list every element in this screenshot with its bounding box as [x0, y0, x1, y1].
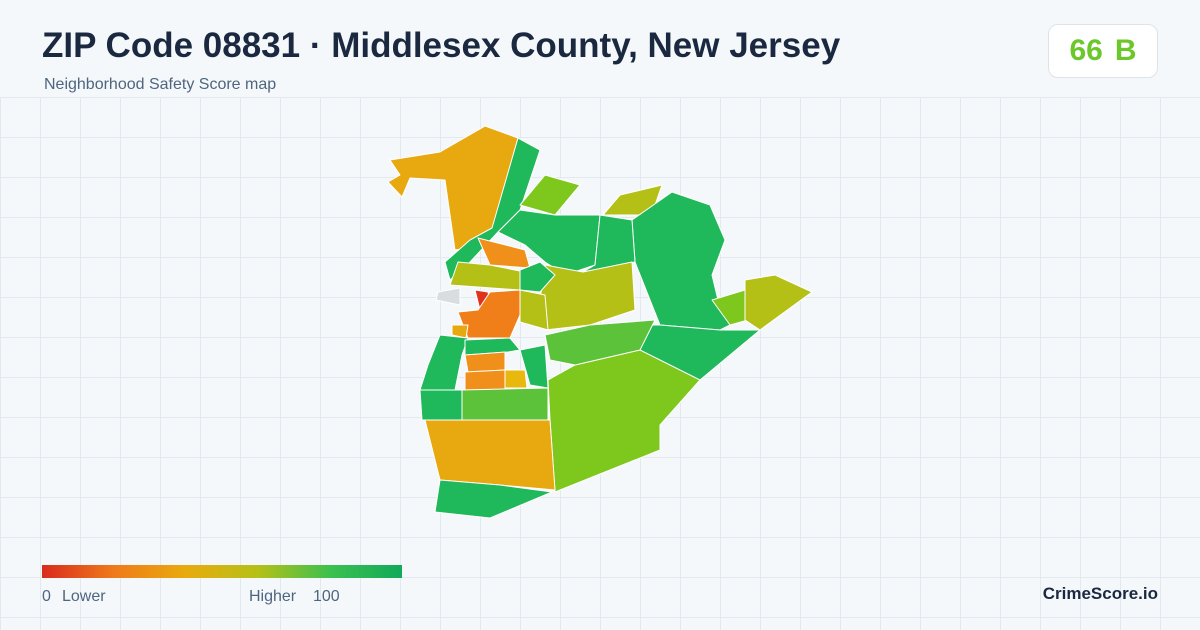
region — [464, 369, 506, 391]
region — [419, 334, 469, 391]
legend-min: 0 — [42, 588, 51, 605]
score-value: 66 — [1069, 34, 1103, 67]
region — [464, 337, 521, 356]
region — [434, 479, 553, 519]
region — [464, 351, 506, 373]
legend-max: 100 — [313, 588, 340, 605]
region — [461, 387, 549, 421]
region — [387, 125, 519, 251]
legend-min-label: Lower — [62, 588, 106, 605]
legend-gradient — [42, 565, 402, 578]
legend-max-label: Higher — [249, 588, 297, 605]
region — [539, 261, 636, 331]
region — [519, 289, 549, 331]
score-grade: B — [1114, 34, 1137, 67]
region — [435, 287, 461, 306]
region — [544, 319, 656, 366]
title: ZIP Code 08831 · Middlesex County, New J… — [42, 26, 841, 65]
brand: CrimeScore.io — [1042, 584, 1158, 603]
region — [519, 261, 556, 293]
score-badge: 66 B — [1048, 24, 1158, 78]
region — [419, 389, 463, 421]
region — [424, 419, 556, 491]
region — [519, 174, 581, 216]
region — [602, 184, 663, 216]
region — [504, 369, 528, 389]
region — [547, 349, 701, 493]
region — [744, 274, 813, 331]
subtitle: Neighborhood Safety Score map — [44, 76, 277, 93]
